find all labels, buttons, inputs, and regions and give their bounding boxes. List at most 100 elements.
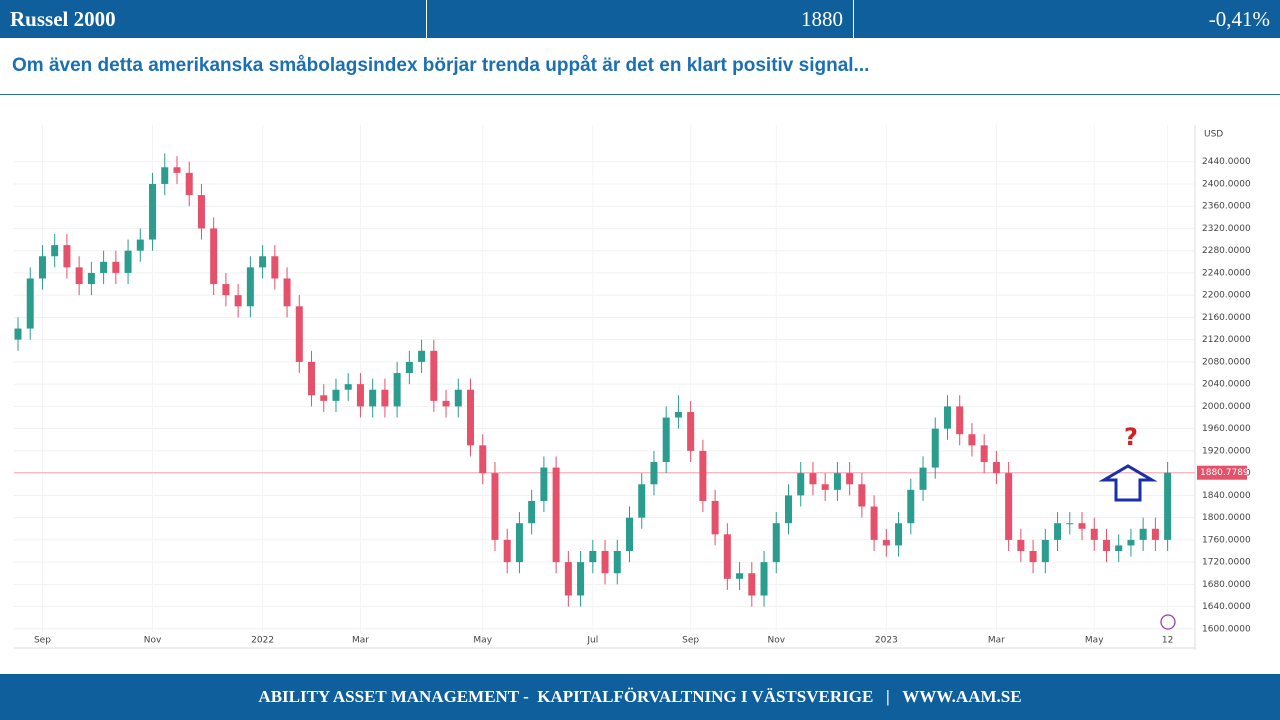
candle-body — [381, 389, 389, 407]
candle-body — [308, 361, 316, 396]
chart: USD 1600.0000 1640.0000 1680.0000 1720.0000… — [14, 125, 1251, 650]
candle-body — [564, 562, 572, 596]
candle-body — [992, 462, 1000, 474]
candle-body — [760, 562, 768, 596]
candle-body — [662, 417, 670, 463]
candle-body — [234, 295, 242, 307]
candle-body — [882, 539, 890, 546]
candle-body — [442, 400, 450, 407]
header-bar: Russel 2000 1880 -0,41% — [0, 0, 1280, 38]
candle-body — [271, 256, 279, 279]
candle-body — [846, 473, 854, 485]
candle-body — [332, 389, 340, 401]
candle-body — [650, 462, 658, 485]
y-tick-label: 2400.0000 — [1202, 179, 1251, 189]
candle-body — [479, 445, 487, 474]
candle-body — [75, 267, 83, 285]
candle-body — [1054, 523, 1062, 540]
y-tick-label: 2160.0000 — [1202, 313, 1251, 323]
candle-body — [528, 500, 536, 524]
candle-body — [1151, 528, 1159, 540]
candle-body — [1164, 472, 1172, 540]
y-tick-label: 1920.0000 — [1202, 446, 1251, 456]
candle-body — [626, 517, 633, 552]
y-tick-label: 1840.0000 — [1202, 491, 1251, 501]
candle-body — [589, 551, 597, 563]
y-tick-label: 2280.0000 — [1202, 246, 1251, 256]
candle-body — [467, 389, 475, 446]
candle-body — [736, 573, 744, 579]
x-tick-label: May — [473, 636, 492, 646]
candle-body — [14, 328, 22, 340]
candle-body — [393, 373, 401, 407]
candle-body — [895, 523, 903, 546]
candle-body — [1066, 523, 1074, 525]
candle-body — [283, 278, 291, 307]
candle-body — [821, 484, 829, 490]
candle-body — [87, 272, 95, 285]
y-tick-label: 1960.0000 — [1202, 424, 1251, 434]
candle-body — [222, 284, 230, 296]
y-tick-label: 2240.0000 — [1202, 268, 1251, 278]
x-tick-label: 12 — [1162, 636, 1173, 646]
candle-body — [870, 506, 878, 540]
candle-body — [63, 245, 71, 268]
candle-body — [1115, 545, 1123, 552]
y-tick-label: 2120.0000 — [1202, 335, 1251, 345]
annotation: ? — [1124, 423, 1138, 451]
candle-body — [748, 573, 756, 596]
candle-body — [931, 428, 939, 468]
x-tick-label: Nov — [767, 636, 785, 646]
candle-body — [943, 406, 951, 429]
candle-body — [136, 239, 144, 251]
candle-body — [809, 473, 817, 485]
candle-body — [968, 434, 976, 446]
candle-body — [51, 245, 59, 257]
candle-body — [246, 267, 254, 307]
candle-body — [124, 250, 132, 273]
candle-body — [210, 228, 218, 285]
candle-body — [112, 261, 120, 273]
candle-body — [197, 195, 205, 229]
y-tick-label: 2200.0000 — [1202, 291, 1251, 301]
headline: Om även detta amerikanska småbolagsindex… — [12, 55, 870, 76]
candle-body — [295, 306, 303, 362]
candle-body — [711, 500, 719, 535]
candle-body — [1029, 551, 1037, 563]
x-tick-label: Mar — [988, 636, 1005, 646]
candle-body — [1127, 539, 1135, 546]
header-change: -0,41% — [1208, 7, 1270, 31]
candle-body — [491, 473, 499, 540]
candle-body — [1017, 539, 1025, 552]
candle-body — [613, 551, 621, 574]
candle-body — [454, 389, 462, 407]
y-tick-label: 2080.0000 — [1202, 357, 1251, 367]
candle-body — [173, 167, 181, 173]
header-title: Russel 2000 — [10, 7, 116, 31]
candle-body — [356, 384, 364, 407]
candle-body — [723, 534, 731, 579]
candle-body — [38, 256, 46, 279]
price-tag-label: 1880.7789 — [1200, 468, 1249, 478]
icon — [1160, 614, 1176, 630]
candle-body — [1005, 473, 1013, 540]
candle-body — [674, 411, 682, 418]
candle-body — [552, 467, 560, 563]
candle-body — [907, 489, 915, 524]
x-tick-label: Mar — [352, 636, 369, 646]
y-tick-label: 1640.0000 — [1202, 602, 1251, 612]
y-tick-label: 2360.0000 — [1202, 202, 1251, 212]
candle-body — [161, 167, 169, 184]
divider — [853, 0, 854, 38]
candle-body — [699, 450, 707, 501]
candle-body — [956, 406, 964, 435]
y-tick-label: 1600.0000 — [1202, 624, 1251, 634]
footer: ABILITY ASSET MANAGEMENT - KAPITALFÖRVAL… — [0, 674, 1280, 720]
y-tick-label: 1800.0000 — [1202, 513, 1251, 523]
candle-body — [1102, 539, 1110, 552]
candle-body — [100, 261, 108, 273]
candle-body — [833, 473, 841, 490]
candle-body — [259, 256, 267, 268]
candle-body — [797, 473, 805, 496]
candle-body — [540, 467, 548, 501]
